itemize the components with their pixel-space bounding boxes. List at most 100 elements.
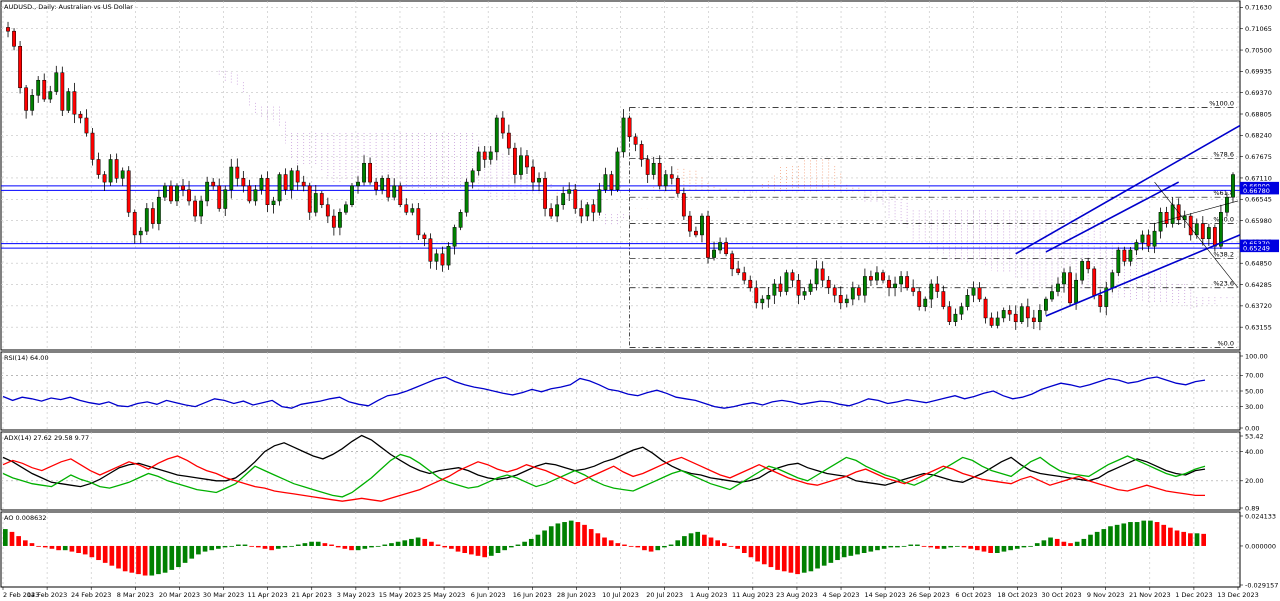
x-tick-label: 21 Apr 2023 bbox=[292, 591, 332, 599]
candle-down bbox=[211, 181, 216, 187]
ao-bar bbox=[435, 544, 441, 546]
y-tick-label: 20.00 bbox=[1245, 477, 1264, 485]
candle-up bbox=[54, 72, 59, 92]
ao-bar bbox=[1034, 543, 1040, 546]
ao-bar bbox=[941, 545, 947, 549]
trend-line bbox=[1154, 181, 1239, 288]
plus-di-line bbox=[2, 453, 1206, 498]
ao-bar bbox=[715, 540, 721, 546]
ao-bar bbox=[409, 538, 414, 546]
candle-up bbox=[519, 155, 523, 175]
candle-up bbox=[1140, 234, 1145, 243]
ao-bar bbox=[216, 545, 221, 549]
ao-bar bbox=[775, 545, 780, 570]
candle-up bbox=[899, 276, 904, 285]
candle-down bbox=[790, 272, 795, 281]
ao-bar bbox=[382, 544, 388, 546]
ao-bar bbox=[229, 545, 235, 547]
ao-bar bbox=[628, 545, 634, 547]
candle-down bbox=[331, 215, 336, 228]
ao-bar bbox=[29, 543, 35, 546]
candle-down bbox=[657, 162, 662, 187]
candle-down bbox=[639, 144, 644, 160]
candle-up bbox=[567, 189, 572, 194]
ao-bar bbox=[42, 545, 48, 548]
candle-down bbox=[1098, 295, 1103, 307]
y-tick-label: 100.00 bbox=[1245, 352, 1268, 360]
ao-pane[interactable]: 0.024133 0.000000 -0.029157 AO 0.008632 bbox=[0, 511, 1278, 589]
x-tick-label: 1 Aug 2023 bbox=[690, 591, 728, 599]
candle-up bbox=[470, 170, 475, 183]
ao-bar bbox=[1174, 530, 1180, 546]
candle-up bbox=[585, 204, 590, 217]
ao-bar bbox=[575, 522, 581, 546]
candle-up bbox=[446, 245, 451, 266]
ao-bar bbox=[741, 545, 747, 554]
candle-down bbox=[983, 298, 988, 319]
candle-down bbox=[416, 208, 421, 236]
ao-bar bbox=[935, 545, 940, 549]
rsi-pane[interactable]: 100.00 70.00 50.00 30.00 0.00 RSI(14) 64.00 bbox=[0, 351, 1268, 432]
candle-down bbox=[217, 185, 222, 209]
candle-down bbox=[645, 159, 650, 175]
candle-up bbox=[48, 91, 53, 100]
candle-up bbox=[277, 174, 282, 202]
candle-up bbox=[1134, 242, 1139, 251]
candle-up bbox=[313, 193, 318, 213]
candle-up bbox=[1152, 230, 1157, 247]
x-tick-label: 15 May 2023 bbox=[379, 591, 421, 599]
candle-up bbox=[808, 283, 813, 292]
ao-bar bbox=[1154, 522, 1160, 546]
ao-bar bbox=[269, 545, 274, 551]
ao-bar bbox=[1194, 533, 1200, 546]
candle-up bbox=[923, 298, 928, 307]
ao-bar bbox=[608, 540, 614, 546]
y-tick-label: 0.00 bbox=[1245, 424, 1259, 432]
candle-down bbox=[404, 204, 409, 213]
candle-down bbox=[832, 287, 837, 296]
price-pane[interactable]: 0.71630 0.71065 0.70500 0.69935 0.69370 0.688… bbox=[0, 0, 1279, 351]
ao-bar bbox=[242, 544, 248, 546]
x-tick-label: 11 Apr 2023 bbox=[248, 591, 288, 599]
candle-up bbox=[1074, 279, 1079, 304]
ao-bar bbox=[1001, 545, 1007, 552]
ao-bar bbox=[648, 545, 654, 552]
ao-bar bbox=[615, 543, 621, 546]
candle-up bbox=[561, 193, 566, 205]
candle-up bbox=[700, 215, 704, 236]
candle-up bbox=[1037, 310, 1042, 322]
candle-up bbox=[259, 178, 264, 190]
ao-bar bbox=[9, 531, 15, 546]
rsi-line bbox=[2, 376, 1206, 409]
x-tick-label: 20 Jul 2023 bbox=[646, 591, 683, 599]
ao-bar bbox=[402, 540, 408, 546]
ao-bar bbox=[16, 536, 21, 546]
ao-bar bbox=[1074, 541, 1080, 546]
x-tick-label: 30 Oct 2023 bbox=[1041, 591, 1081, 599]
level-badge-text: 0.65249 bbox=[1243, 245, 1270, 253]
ao-bar bbox=[994, 545, 1000, 554]
candle-up bbox=[350, 185, 354, 205]
ao-bar bbox=[355, 545, 361, 551]
ao-bar bbox=[908, 544, 914, 546]
ao-bar bbox=[522, 541, 527, 546]
ao-bar bbox=[482, 545, 487, 558]
ao-bar bbox=[69, 545, 75, 552]
ao-bar bbox=[568, 520, 574, 546]
pane-title: RSI(14) 64.00 bbox=[4, 354, 49, 362]
candle-up bbox=[971, 287, 976, 296]
candle-down bbox=[512, 147, 517, 175]
y-tick-label: 0.68805 bbox=[1245, 110, 1272, 118]
ao-bar bbox=[1014, 545, 1020, 549]
adx-pane[interactable]: 53.42 40.00 20.00 0.89 ADX(14) 27.62 29.58 9… bbox=[0, 431, 1264, 512]
ao-bar bbox=[62, 545, 68, 551]
x-tick-label: 25 May 2023 bbox=[423, 591, 465, 599]
x-tick-label: 13 Dec 2023 bbox=[1217, 591, 1259, 599]
x-tick-label: 26 Sep 2023 bbox=[909, 591, 950, 599]
candle-down bbox=[543, 178, 547, 209]
candle-down bbox=[132, 212, 137, 236]
candle-down bbox=[78, 113, 83, 119]
candle-down bbox=[1188, 215, 1193, 236]
